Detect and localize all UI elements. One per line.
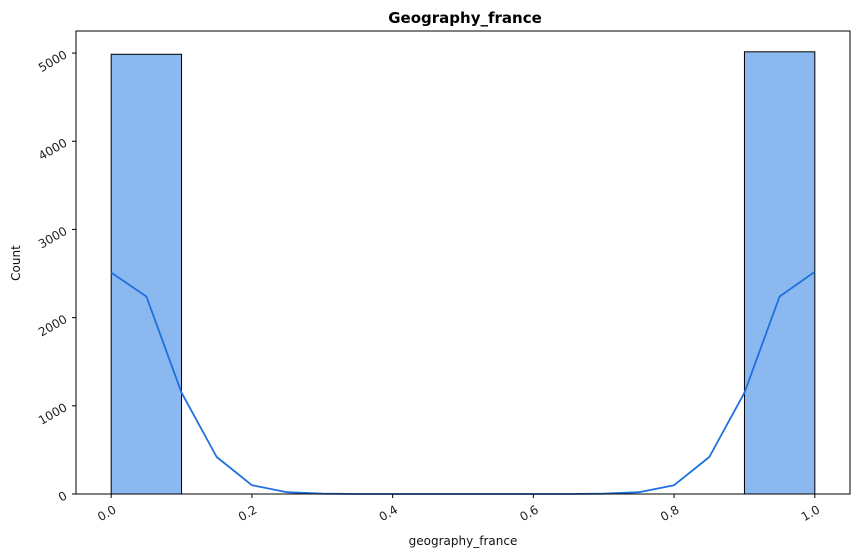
plot-area bbox=[110, 51, 816, 495]
x-axis-label: geography_france bbox=[409, 534, 518, 548]
x-tick-label: 0.4 bbox=[377, 502, 401, 524]
x-tick-label: 1.0 bbox=[799, 502, 823, 524]
chart-title: Geography_france bbox=[388, 9, 542, 27]
y-tick-label: 4000 bbox=[36, 136, 69, 163]
y-axis-label: Count bbox=[9, 245, 23, 281]
y-tick-label: 2000 bbox=[36, 312, 69, 339]
y-tick-label: 5000 bbox=[36, 48, 69, 75]
x-tick-label: 0.6 bbox=[517, 502, 541, 524]
y-axis: 0 1000 2000 3000 4000 5000 bbox=[36, 48, 76, 504]
plot-frame bbox=[75, 30, 851, 495]
histogram-bar-1 bbox=[743, 51, 816, 495]
y-tick-label: 0 bbox=[56, 488, 70, 504]
x-tick-label: 0.2 bbox=[236, 502, 260, 524]
y-tick-label: 3000 bbox=[36, 224, 69, 251]
kde-curve bbox=[110, 271, 816, 495]
x-tick-label: 0.8 bbox=[658, 502, 682, 524]
y-tick-label: 1000 bbox=[36, 400, 69, 427]
x-axis: 0.0 0.2 0.4 0.6 0.8 1.0 bbox=[95, 494, 822, 524]
histogram-bar-0 bbox=[110, 53, 183, 495]
x-tick-label: 0.0 bbox=[95, 502, 119, 524]
